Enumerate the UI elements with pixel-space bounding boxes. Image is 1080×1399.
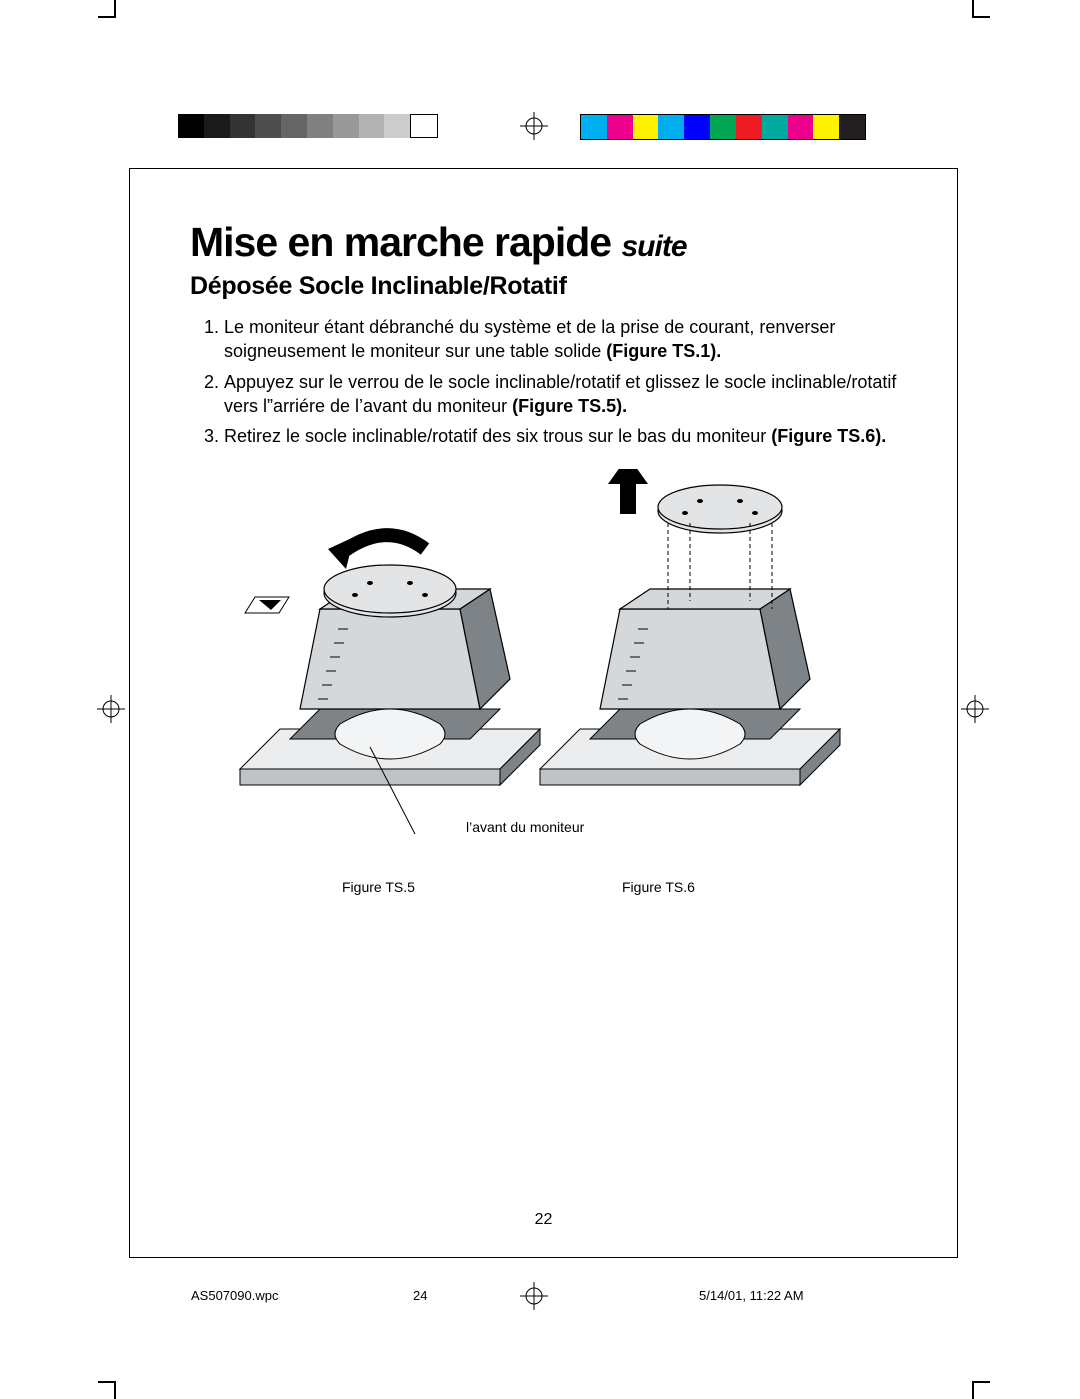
grayscale-swatch: [178, 114, 204, 138]
color-swatch: [839, 114, 866, 140]
color-swatch: [813, 114, 839, 140]
figure-ref: (Figure TS.6).: [771, 426, 886, 446]
figure-ref: (Figure TS.1).: [606, 341, 721, 361]
color-swatch: [607, 114, 633, 140]
crop-mark: [98, 16, 116, 18]
step-text: Retirez le socle inclinable/rotatif des …: [224, 426, 771, 446]
color-swatch: [633, 114, 659, 140]
slug-filename: AS507090.wpc: [191, 1288, 278, 1303]
title-suffix: suite: [621, 230, 686, 263]
grayscale-swatch: [359, 114, 385, 138]
crop-mark: [98, 1381, 116, 1383]
grayscale-swatch: [230, 114, 256, 138]
crop-mark: [114, 1381, 116, 1399]
body-content: Mise en marche rapide suite Déposée Socl…: [190, 219, 899, 454]
grayscale-swatch: [281, 114, 307, 138]
instruction-list: Le moniteur étant débranché du système e…: [190, 315, 899, 448]
crop-mark: [972, 1381, 990, 1383]
color-swatch: [580, 114, 607, 140]
grayscale-swatch: [307, 114, 333, 138]
color-swatch: [684, 114, 710, 140]
color-swatch: [788, 114, 814, 140]
registration-mark-icon: [520, 1282, 548, 1310]
color-swatch: [736, 114, 762, 140]
grayscale-swatch: [255, 114, 281, 138]
figure-ref: (Figure TS.5).: [512, 396, 627, 416]
print-page: Mise en marche rapide suite Déposée Socl…: [0, 0, 1080, 1397]
registration-mark-icon: [961, 695, 989, 723]
grayscale-swatch: [333, 114, 359, 138]
color-swatch: [658, 114, 684, 140]
page-title: Mise en marche rapide suite: [190, 219, 899, 266]
registration-mark-icon: [97, 695, 125, 723]
section-subtitle: Déposée Socle Inclinable/Rotatif: [190, 272, 899, 301]
title-main: Mise en marche rapide: [190, 219, 611, 265]
grayscale-swatch: [410, 114, 438, 138]
monitor-illustration: [230, 469, 859, 909]
figure-caption-left: Figure TS.5: [342, 879, 415, 895]
grayscale-swatch: [384, 114, 410, 138]
color-calibration-bar: [580, 114, 866, 138]
crop-mark: [972, 1381, 974, 1399]
crop-mark: [972, 16, 990, 18]
instruction-step: Le moniteur étant débranché du système e…: [224, 315, 899, 364]
instruction-step: Appuyez sur le verrou de le socle inclin…: [224, 370, 899, 419]
page-frame: Mise en marche rapide suite Déposée Socl…: [129, 168, 958, 1258]
leader-label: l’avant du moniteur: [466, 819, 584, 835]
figure-group: l’avant du moniteur Figure TS.5 Figure T…: [230, 469, 859, 909]
figure-caption-right: Figure TS.6: [622, 879, 695, 895]
grayscale-swatch: [204, 114, 230, 138]
instruction-step: Retirez le socle inclinable/rotatif des …: [224, 424, 899, 448]
registration-mark-icon: [520, 112, 548, 140]
color-swatch: [710, 114, 736, 140]
slug-sheet: 24: [413, 1288, 427, 1303]
grayscale-calibration-bar: [178, 114, 438, 138]
color-swatch: [762, 114, 788, 140]
page-number: 22: [130, 1211, 957, 1229]
slug-timestamp: 5/14/01, 11:22 AM: [699, 1288, 804, 1303]
step-text: Le moniteur étant débranché du système e…: [224, 317, 835, 361]
